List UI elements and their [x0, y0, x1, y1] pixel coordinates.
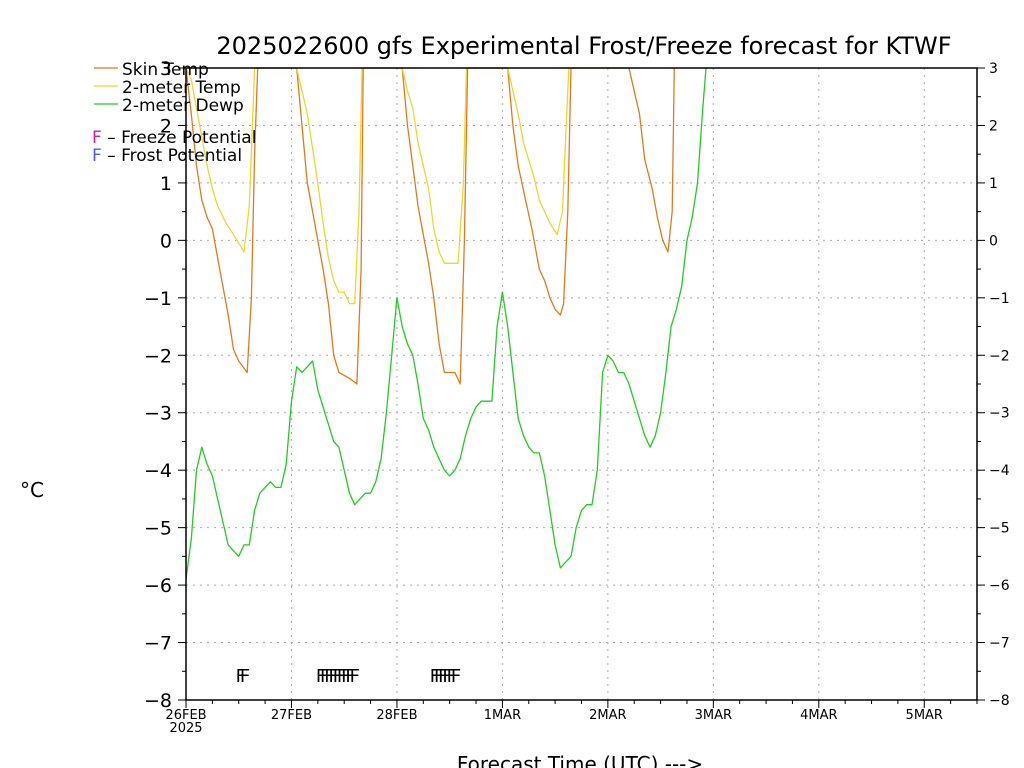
y-tick-label-right: 1: [989, 176, 998, 192]
legend-marker-entry: F – Freeze Potential: [92, 128, 256, 148]
y-tick-label-left: 3: [160, 58, 172, 80]
legend-marker-text: – Frost Potential: [102, 146, 242, 166]
y-tick-label-left: −1: [144, 288, 172, 310]
legend-label: 2-meter Temp: [122, 78, 241, 98]
y-tick-label-right: −7: [989, 636, 1010, 652]
y-tick-label-left: −3: [144, 403, 172, 425]
freeze-marker: F: [447, 666, 457, 687]
x-tick-label: 28FEB: [376, 708, 417, 723]
x-tick-label: 27FEB: [271, 708, 312, 723]
y-tick-label-right: −4: [989, 463, 1010, 479]
legend-label: 2-meter Dewp: [122, 96, 244, 116]
x-tick-label: 2MAR: [589, 708, 626, 723]
y-tick-label-right: −6: [989, 578, 1010, 594]
y-axis-label: °C: [20, 478, 44, 502]
x-tick-label: 4MAR: [800, 708, 837, 723]
freeze-marker: F: [240, 666, 250, 687]
series-line-skin-temp: [185, 67, 675, 385]
freeze-marker: F: [442, 666, 452, 687]
series-lines: [185, 67, 709, 580]
legend-marker-text: – Freeze Potential: [102, 128, 257, 148]
y-tick-label-right: −5: [989, 521, 1010, 537]
y-tick-label-left: −2: [144, 345, 172, 367]
y-tick-label-right: −2: [989, 348, 1010, 364]
freeze-marker: F: [345, 666, 355, 687]
freeze-marker: F: [320, 666, 330, 687]
freeze-marker: F: [333, 666, 343, 687]
legend-label: Skin Temp: [122, 60, 209, 80]
y-axis-left: −8 −7 −6 −5 −4 −3 −2 −1 0 1 2 3: [144, 58, 186, 712]
freeze-marker: F: [337, 666, 347, 687]
y-tick-label-left: −5: [144, 518, 172, 540]
y-tick-label-left: −6: [144, 575, 172, 597]
legend-marker-entry: F – Frost Potential: [92, 146, 242, 166]
y-tick-label-right: −3: [989, 406, 1010, 422]
y-tick-label-left: −4: [144, 460, 172, 482]
freeze-marker: F: [316, 666, 326, 687]
grid-lines: [186, 68, 977, 700]
x-tick-label: 3MAR: [695, 708, 732, 723]
y-axis-right: −8 −7 −6 −5 −4 −3 −2 −1 0 1 2 3: [977, 61, 1010, 709]
y-tick-label-left: 0: [160, 230, 172, 252]
freeze-marker: F: [350, 666, 360, 687]
x-tick-label: 26FEB: [165, 708, 206, 723]
legend-marker-glyph: F: [92, 128, 102, 148]
legend-marker-glyph: F: [92, 146, 102, 166]
freeze-marker: F: [328, 666, 338, 687]
freeze-marker: F: [430, 666, 440, 687]
y-tick-label-right: −8: [989, 693, 1010, 709]
x-tick-sublabel: 2025: [169, 721, 202, 736]
series-line-2-meter-dewp: [185, 67, 709, 580]
y-tick-label-left: 2: [160, 115, 172, 137]
y-tick-label-left: 1: [160, 173, 172, 195]
chart-title: 2025022600 gfs Experimental Frost/Freeze…: [216, 32, 951, 60]
freeze-marker: F: [324, 666, 334, 687]
y-tick-label-right: 2: [989, 118, 998, 134]
x-tick-label: 1MAR: [484, 708, 521, 723]
x-axis-label: Forecast Time (UTC) --->: [457, 752, 703, 768]
plot-frame: [185, 67, 978, 701]
freeze-marker: F: [236, 666, 246, 687]
y-tick-label-right: −1: [989, 291, 1010, 307]
freeze-marker: F: [341, 666, 351, 687]
freeze-marker: F: [434, 666, 444, 687]
freeze-marker: F: [438, 666, 448, 687]
y-tick-label-left: −8: [144, 690, 172, 712]
y-tick-label-left: −7: [144, 633, 172, 655]
y-tick-label-right: 3: [989, 61, 998, 77]
y-tick-label-right: 0: [989, 233, 998, 249]
freeze-marker: F: [451, 666, 461, 687]
x-tick-label: 5MAR: [906, 708, 943, 723]
